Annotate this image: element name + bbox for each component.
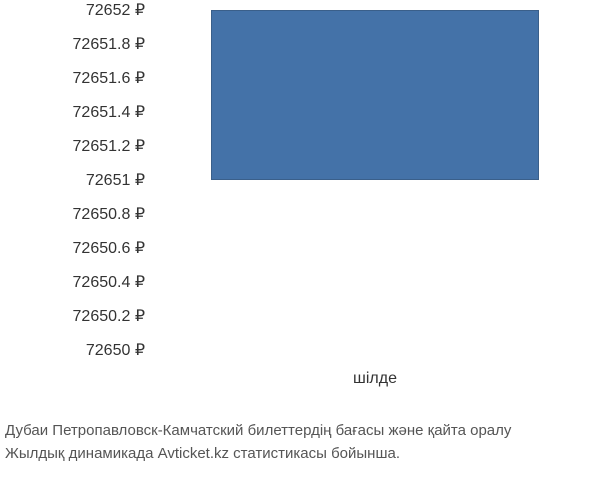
y-tick-label: 72650.8 ₽ <box>0 204 145 224</box>
y-tick-label: 72650.4 ₽ <box>0 272 145 292</box>
y-tick-label: 72651.4 ₽ <box>0 102 145 122</box>
y-axis: 72652 ₽72651.8 ₽72651.6 ₽72651.4 ₽72651.… <box>0 10 155 350</box>
y-tick-label: 72651.2 ₽ <box>0 136 145 156</box>
caption-line-1: Дубаи Петропавловск-Камчатский билеттерд… <box>5 420 600 443</box>
y-tick-label: 72650.6 ₽ <box>0 238 145 258</box>
x-tick-label: шілде <box>353 370 397 388</box>
y-tick-label: 72650 ₽ <box>0 340 145 360</box>
y-tick-label: 72652 ₽ <box>0 0 145 20</box>
chart-container: 72652 ₽ 72651.8 ₽ 72651.6 ₽ 72651.4 ₽ 72651.… <box>0 0 600 420</box>
y-tick-label: 72651 ₽ <box>0 170 145 190</box>
y-tick-label: 72651.6 ₽ <box>0 68 145 88</box>
plot-area <box>165 10 585 350</box>
y-tick-label: 72650.2 ₽ <box>0 306 145 326</box>
caption-line-2: Жылдық динамикада Avticket.kz статистика… <box>5 443 600 466</box>
chart-caption: Дубаи Петропавловск-Камчатский билеттерд… <box>0 420 600 465</box>
bar <box>211 10 539 180</box>
y-tick-label: 72651.8 ₽ <box>0 34 145 54</box>
